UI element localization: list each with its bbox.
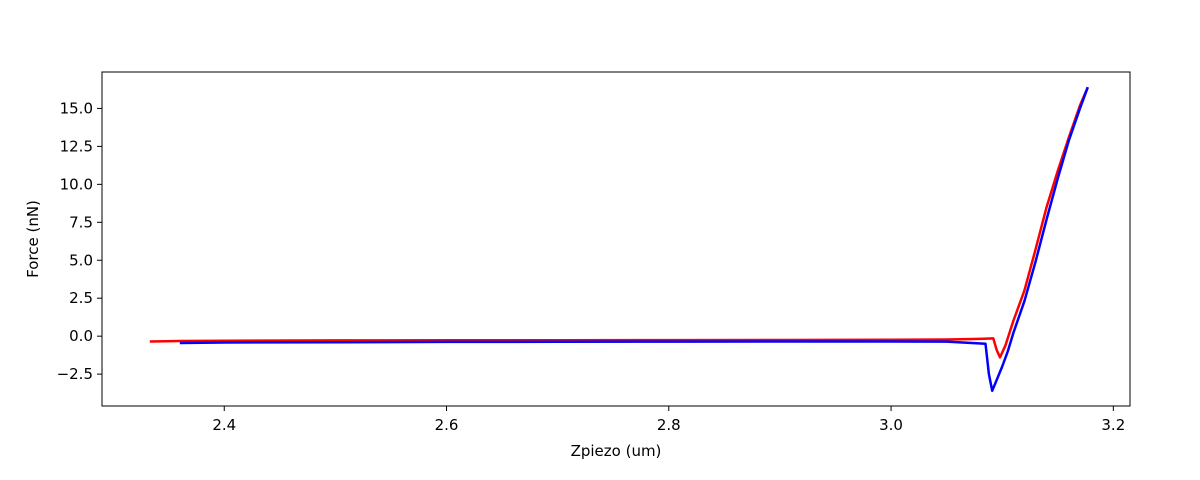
y-tick-label: −2.5 [57,365,93,383]
y-tick-label: 0.0 [69,327,93,345]
x-tick-label: 2.8 [657,416,681,434]
y-tick-label: 7.5 [69,213,93,231]
y-tick-label: 12.5 [60,137,93,155]
series-line-2 [179,86,1089,393]
y-axis-ticks: −2.5 0.0 2.5 5.0 7.5 10.0 12.5 15.0 [57,99,102,383]
x-axis-ticks: 2.4 2.6 2.8 3.0 3.2 [212,406,1125,434]
x-tick-label: 2.4 [212,416,236,434]
x-axis-label: Zpiezo (um) [571,442,662,460]
y-tick-label: 5.0 [69,251,93,269]
y-tick-label: 10.0 [60,175,93,193]
series-line-1 [149,86,1089,359]
y-tick-label: 2.5 [69,289,93,307]
y-tick-label: 15.0 [60,99,93,117]
x-tick-label: 2.6 [435,416,459,434]
plot-frame [101,71,1131,407]
x-tick-label: 3.2 [1101,416,1125,434]
series-layer [149,86,1089,393]
x-tick-label: 3.0 [879,416,903,434]
y-axis-label: Force (nN) [24,200,42,278]
